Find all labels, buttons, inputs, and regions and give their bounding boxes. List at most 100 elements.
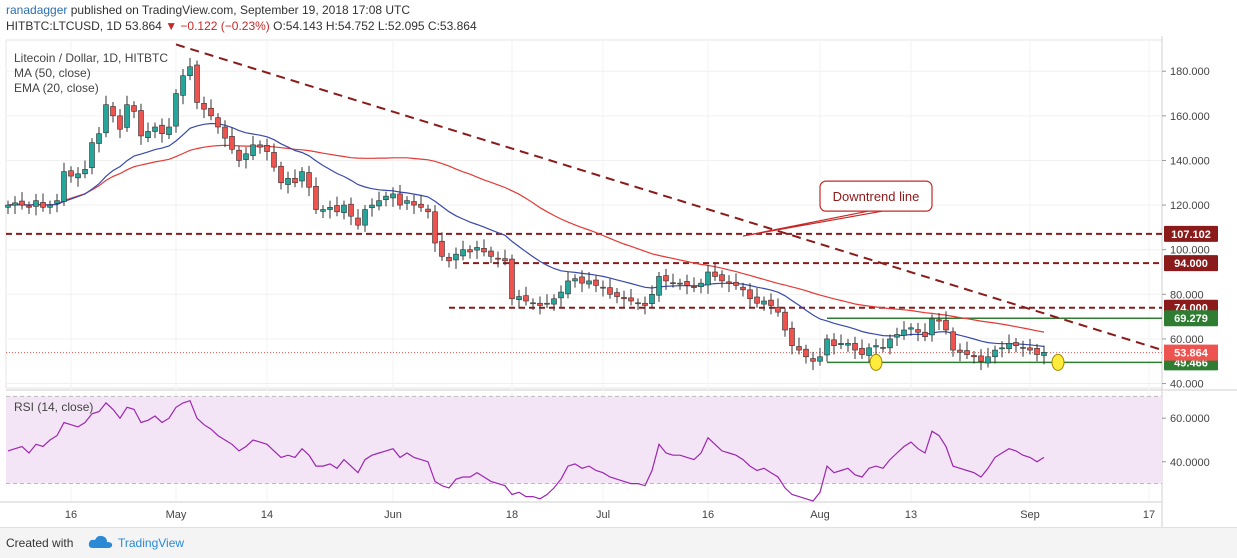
candle (152, 122, 158, 139)
ema-legend: EMA (20, close) (14, 81, 99, 95)
candle (474, 240, 480, 260)
candle (1013, 338, 1019, 353)
candle (460, 240, 466, 261)
candle (782, 307, 788, 337)
candle (1041, 345, 1047, 365)
candle (733, 273, 739, 290)
tradingview-brand-link[interactable]: TradingView (118, 536, 185, 550)
candle (621, 290, 627, 308)
price-tick-label: 140.000 (1170, 155, 1210, 167)
candle (698, 278, 704, 294)
candle (418, 195, 424, 212)
candle (971, 350, 977, 364)
created-with-text: Created with (6, 536, 74, 550)
candle (530, 298, 536, 310)
time-tick-label: Aug (810, 509, 830, 521)
candle (68, 166, 74, 183)
candle (201, 96, 207, 119)
candle (635, 298, 641, 310)
candle (628, 288, 634, 306)
author-link[interactable]: ranadagger (6, 3, 68, 17)
candle (740, 282, 746, 297)
candle (684, 274, 690, 295)
level-badge (1164, 310, 1218, 327)
rsi-tick-label: 60.0000 (1170, 413, 1210, 425)
candle (957, 343, 963, 362)
candle (817, 347, 823, 366)
candle (236, 145, 242, 168)
candle (369, 198, 375, 217)
symbol-label: HITBTC:LTCUSD, 1D (6, 19, 122, 33)
time-tick-label: Sep (1020, 509, 1040, 521)
price-tick-label: 100.000 (1170, 245, 1210, 257)
ema20-line (7, 122, 1045, 347)
time-tick-label: 18 (506, 509, 518, 521)
support-touch-marker (869, 353, 883, 371)
time-tick-label: 13 (905, 509, 917, 521)
candle (691, 277, 697, 293)
candle (859, 339, 865, 359)
rsi-band (6, 396, 1162, 484)
price-tick-label: 180.000 (1170, 66, 1210, 78)
rsi-legend: RSI (14, close) (14, 400, 93, 414)
candle (999, 341, 1005, 358)
candle (467, 245, 473, 259)
candle (257, 140, 263, 154)
candle (390, 187, 396, 207)
candle (761, 296, 767, 311)
price-tick-label: 160.000 (1170, 111, 1210, 123)
candle (705, 265, 711, 294)
callout-text: Downtrend line (833, 189, 920, 204)
candle (775, 298, 781, 317)
candle (40, 193, 46, 212)
candle (544, 294, 550, 309)
candle (292, 169, 298, 188)
candle (222, 120, 228, 148)
candle (593, 275, 599, 293)
candle (936, 313, 942, 330)
candle (579, 270, 585, 293)
price-chart[interactable]: 40.000 60.000 80.000 100.000 120.000 140.000 1… (0, 36, 1237, 527)
candle (943, 311, 949, 335)
footer: Created with TradingView (0, 527, 1237, 558)
candle (124, 95, 130, 132)
support-touch-marker (1051, 353, 1065, 371)
time-tick-label: 16 (702, 509, 714, 521)
candle (26, 201, 32, 214)
candle (96, 127, 102, 153)
candle (180, 69, 186, 105)
last-price: 53.864 (125, 19, 162, 33)
candle (789, 321, 795, 355)
candle (656, 272, 662, 302)
time-tick-label: Jul (596, 509, 610, 521)
candle (1006, 334, 1012, 354)
candle (537, 296, 543, 315)
candle (376, 191, 382, 211)
price-tick-label: 40.000 (1170, 379, 1204, 391)
candle (75, 167, 81, 187)
candle (166, 118, 172, 140)
level-badge (1164, 255, 1218, 272)
candle (194, 60, 200, 110)
candle (12, 196, 18, 214)
chart-header: ranadagger published on TradingView.com,… (0, 0, 1237, 36)
candle (82, 160, 88, 179)
candle (558, 285, 564, 307)
candle (824, 334, 830, 362)
candle (978, 349, 984, 371)
candle (278, 161, 284, 190)
price-tick-label: 60.000 (1170, 334, 1204, 346)
candle (754, 288, 760, 308)
candle (229, 127, 235, 154)
candle (327, 200, 333, 219)
candle (509, 254, 515, 306)
candle (481, 239, 487, 257)
chart-title: Litecoin / Dollar, 1D, HITBTC (14, 51, 168, 65)
candle (404, 196, 410, 210)
candle (313, 177, 319, 214)
price-tick-label: 120.000 (1170, 200, 1210, 212)
candle (908, 323, 914, 336)
time-tick-label: 17 (1143, 509, 1155, 521)
downtrend-line (175, 43, 1185, 358)
candle (649, 285, 655, 309)
